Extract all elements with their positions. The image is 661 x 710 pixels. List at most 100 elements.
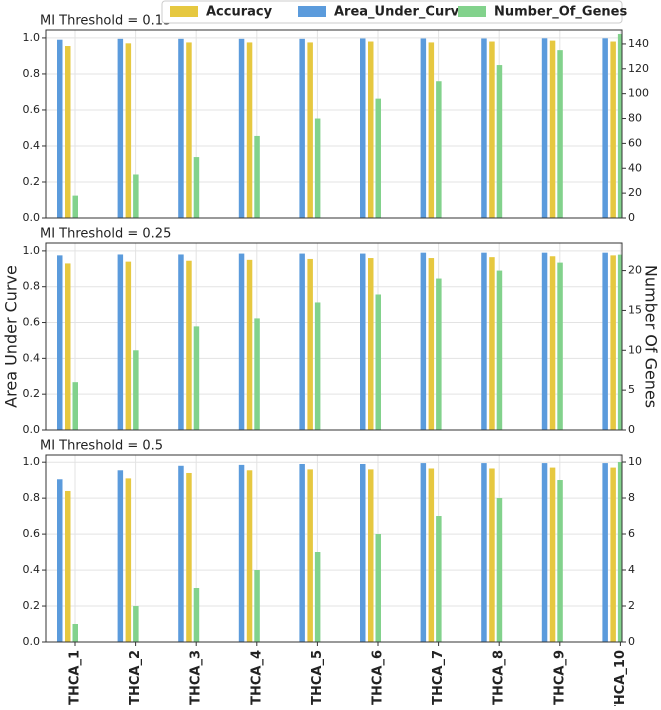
y2-tick-label: 140 — [628, 37, 649, 50]
bar — [193, 326, 200, 430]
y2-tick-label: 80 — [628, 112, 642, 125]
bar — [420, 463, 427, 642]
bar — [602, 463, 608, 642]
bar — [557, 480, 563, 642]
bar — [541, 38, 548, 218]
bar — [57, 255, 63, 430]
x-tick-label: THCA_8 — [492, 650, 507, 705]
bar — [178, 38, 184, 218]
legend-swatch — [458, 6, 486, 17]
y2-tick-label: 100 — [628, 87, 649, 100]
y2-tick-label: 20 — [628, 186, 642, 199]
x-tick-label: THCA_5 — [310, 650, 325, 705]
y-tick-label: 1.0 — [23, 244, 41, 257]
bar — [428, 258, 435, 430]
bar — [549, 40, 556, 218]
y-tick-label: 1.0 — [23, 455, 41, 468]
bar — [178, 465, 184, 642]
bar — [368, 258, 374, 430]
bar — [117, 254, 124, 430]
bar — [178, 254, 184, 430]
y-tick-label: 0.8 — [23, 491, 41, 504]
bar — [57, 39, 63, 218]
bar — [254, 135, 260, 218]
bar — [610, 255, 616, 430]
bar — [125, 43, 132, 218]
bar — [375, 534, 381, 642]
bar — [360, 38, 366, 218]
x-tick-label: THCA_9 — [552, 650, 567, 705]
y2-tick-label: 0 — [628, 211, 635, 224]
bar — [557, 262, 563, 430]
bar — [549, 467, 556, 642]
y2-tick-label: 60 — [628, 136, 642, 149]
y-tick-label: 0.4 — [23, 563, 41, 576]
y-tick-label: 0.8 — [23, 67, 41, 80]
plot-group — [46, 30, 622, 218]
bar — [617, 254, 622, 430]
y2-tick-label: 5 — [628, 383, 635, 396]
bar — [557, 50, 563, 218]
y2-tick-label: 4 — [628, 563, 635, 576]
plot-frame — [45, 242, 623, 431]
bar — [246, 42, 253, 218]
bar — [617, 33, 622, 218]
bar — [117, 470, 124, 642]
bar — [72, 382, 78, 430]
y-tick-label: 0.2 — [23, 175, 41, 188]
bar — [246, 259, 253, 430]
bar — [496, 270, 503, 430]
bar — [186, 472, 192, 642]
plot-group — [46, 243, 622, 430]
bar — [314, 302, 321, 430]
bar — [541, 252, 548, 430]
x-tick-label: THCA_2 — [128, 650, 143, 705]
x-tick-label: THCA_10 — [613, 650, 628, 706]
y-tick-label: 0.0 — [23, 211, 41, 224]
bar — [436, 516, 442, 642]
bar — [307, 469, 313, 642]
bar — [65, 490, 71, 642]
bar — [307, 258, 313, 430]
bar — [314, 552, 321, 642]
bar — [65, 46, 71, 218]
bar — [489, 41, 495, 218]
y2-tick-label: 15 — [628, 303, 642, 316]
plot-frame — [45, 454, 623, 643]
bar — [496, 65, 503, 218]
bar — [125, 261, 132, 430]
bar — [133, 606, 139, 642]
y2-tick-label: 6 — [628, 527, 635, 540]
bar — [254, 318, 260, 430]
bar — [481, 252, 487, 430]
y2-tick-label: 20 — [628, 264, 642, 277]
bar — [420, 252, 427, 430]
bar — [368, 469, 374, 642]
x-tick-label: THCA_7 — [431, 650, 446, 705]
bar — [481, 38, 487, 218]
y2-axis-label: Number Of Genes — [642, 265, 661, 408]
bar — [125, 478, 132, 642]
x-tick-label: THCA_6 — [371, 650, 386, 705]
bar — [436, 278, 442, 430]
bar — [65, 263, 71, 430]
y-axis-label: Area Under Curve — [2, 265, 21, 408]
bar — [299, 253, 305, 430]
plot-group — [46, 455, 622, 642]
bar — [360, 253, 366, 430]
y2-tick-label: 40 — [628, 161, 642, 174]
bar — [368, 41, 374, 218]
plot-area — [46, 30, 622, 218]
y2-tick-label: 10 — [628, 455, 642, 468]
bar — [360, 463, 366, 642]
bar — [186, 260, 192, 430]
bar — [254, 570, 260, 642]
y-tick-label: 0.8 — [23, 280, 41, 293]
bar — [72, 195, 78, 218]
y-tick-label: 0.4 — [23, 351, 41, 364]
bar — [375, 98, 381, 218]
x-tick-label: THCA_1 — [68, 650, 83, 705]
y-tick-label: 1.0 — [23, 31, 41, 44]
